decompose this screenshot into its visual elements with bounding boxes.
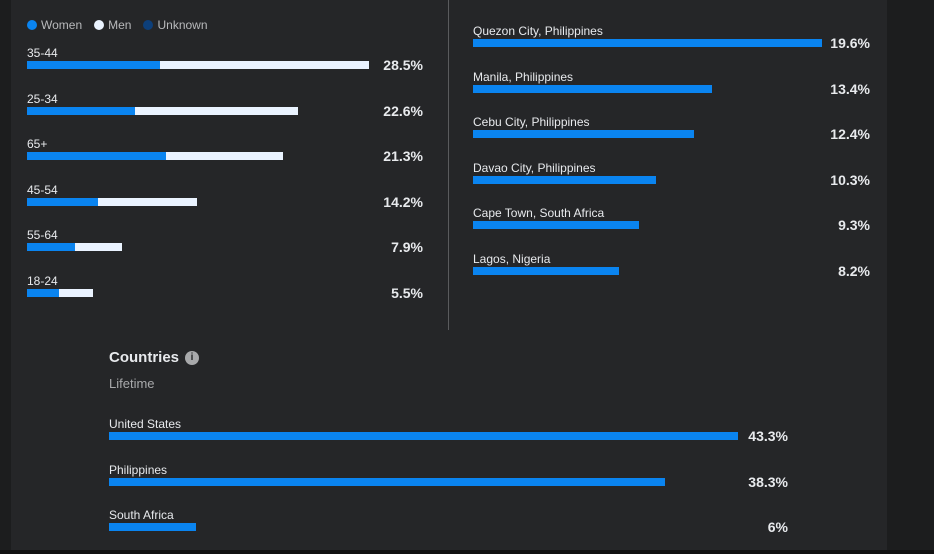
row-percent: 13.4% <box>830 80 870 97</box>
row-percent: 14.2% <box>383 193 423 210</box>
row-label: 45-54 <box>27 182 58 197</box>
audience-panel <box>11 0 887 550</box>
row-percent: 8.2% <box>838 262 870 279</box>
row-label: United States <box>109 417 182 431</box>
row-percent: 7.9% <box>391 239 423 255</box>
bar-women <box>27 152 167 160</box>
bar-fill <box>109 477 666 486</box>
bar <box>27 197 198 206</box>
gender-legend: Women Men Unknown <box>27 18 208 32</box>
row-label: 65+ <box>27 137 48 151</box>
bar <box>27 243 122 251</box>
bar <box>27 61 369 69</box>
row-label: Cebu City, Philippines <box>473 115 590 129</box>
bar <box>473 84 712 93</box>
women-dot-icon <box>27 20 37 30</box>
bar-fill <box>473 130 694 138</box>
row-label: Philippines <box>109 462 168 477</box>
bar-men <box>74 243 122 251</box>
legend-label: Men <box>108 18 132 32</box>
bar <box>27 288 93 297</box>
bar-fill <box>473 221 639 229</box>
row-label: Manila, Philippines <box>473 69 574 84</box>
row-percent: 9.3% <box>838 217 870 233</box>
bar-fill <box>109 432 739 440</box>
bar <box>109 432 739 440</box>
divider <box>448 0 449 330</box>
row-percent: 21.3% <box>383 148 423 164</box>
row-percent: 6% <box>767 519 788 536</box>
bar-fill <box>473 175 657 184</box>
bar <box>109 523 197 532</box>
legend-label: Women <box>41 18 83 32</box>
bar <box>473 221 639 229</box>
row-label: 35-44 <box>27 46 58 60</box>
bar-men <box>135 106 299 115</box>
bar-women <box>27 61 161 69</box>
row-label: 25-34 <box>27 91 58 106</box>
bar <box>27 106 299 115</box>
bar-fill <box>109 523 197 532</box>
countries-heading: Countries i <box>109 349 200 366</box>
legend-unknown: Unknown <box>143 18 208 32</box>
bar <box>473 130 694 138</box>
row-percent: 19.6% <box>830 35 870 51</box>
bar <box>473 39 822 47</box>
row-percent: 5.5% <box>391 284 423 301</box>
row-label: Cape Town, South Africa <box>473 206 605 220</box>
countries-subtitle: Lifetime <box>109 376 155 391</box>
row-percent: 10.3% <box>830 171 870 188</box>
countries-title: Countries <box>109 349 180 366</box>
legend-label: Unknown <box>157 18 208 32</box>
unknown-dot-icon <box>143 20 154 30</box>
bar-women <box>27 106 136 115</box>
bar <box>473 175 657 184</box>
bar <box>473 266 619 275</box>
bar-fill <box>473 84 712 93</box>
row-percent: 38.3% <box>748 473 788 490</box>
row-percent: 43.3% <box>748 428 788 444</box>
legend-men: Men <box>94 18 131 32</box>
horizontal-scrollbar[interactable] <box>0 550 934 554</box>
row-label: Quezon City, Philippines <box>473 24 603 38</box>
bar-men <box>166 152 283 160</box>
row-label: Davao City, Philippines <box>473 160 596 175</box>
bar <box>109 477 666 486</box>
row-label: 18-24 <box>27 273 58 288</box>
bar-fill <box>473 266 619 275</box>
legend-women: Women <box>27 18 82 32</box>
info-icon[interactable]: i <box>185 350 200 365</box>
bar-men <box>97 197 198 206</box>
bar-fill <box>473 39 822 47</box>
bar-men <box>59 288 93 297</box>
row-label: 55-64 <box>27 228 58 242</box>
bar-men <box>160 61 369 69</box>
bar-women <box>27 288 60 297</box>
bar-women <box>27 197 98 206</box>
row-label: South Africa <box>109 508 174 523</box>
row-percent: 12.4% <box>830 126 870 142</box>
bar-women <box>27 243 75 251</box>
row-label: Lagos, Nigeria <box>473 251 551 266</box>
row-percent: 28.5% <box>383 57 423 73</box>
bar <box>27 152 283 160</box>
men-dot-icon <box>94 20 105 30</box>
row-percent: 22.6% <box>383 102 423 119</box>
